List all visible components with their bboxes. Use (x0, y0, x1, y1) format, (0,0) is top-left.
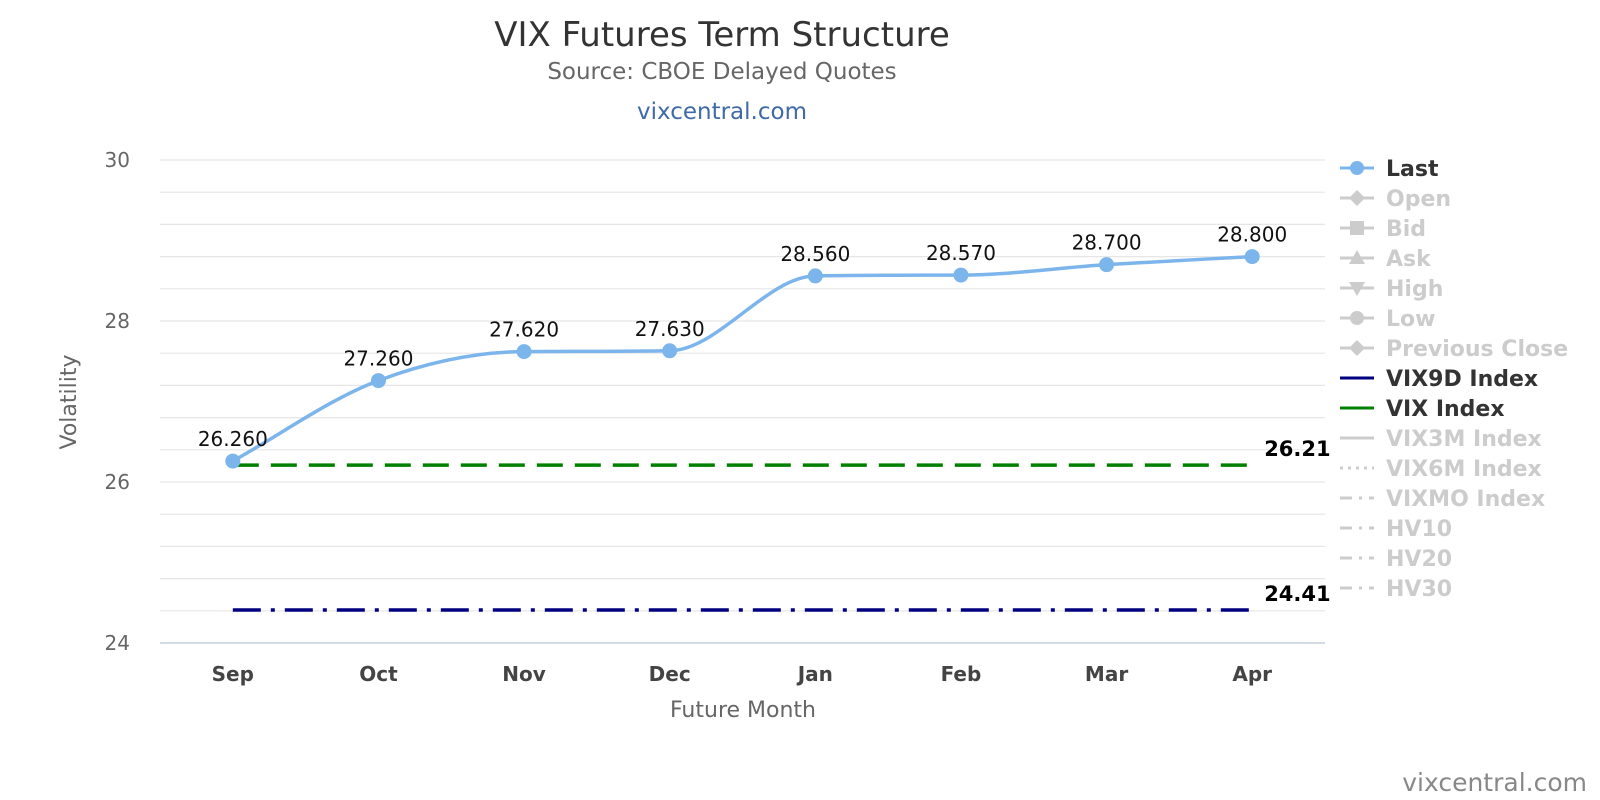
legend-item-open[interactable]: Open (1340, 187, 1451, 212)
legend-label: Previous Close (1386, 337, 1568, 362)
legend-item-ask[interactable]: Ask (1340, 247, 1432, 272)
legend-label: Bid (1386, 217, 1426, 242)
legend-label: HV10 (1386, 517, 1452, 542)
y-tick-label: 30 (105, 148, 130, 172)
legend-triangle-down-icon (1349, 282, 1365, 296)
series-line-last[interactable] (231, 254, 1253, 463)
axes: 24 26 28 30 Sep Oct Nov Dec Jan Feb Mar Apr (105, 148, 1273, 686)
legend-label: Open (1386, 187, 1451, 212)
legend: Last Open Bid Ask High Low Previous Close VIX9D… (1340, 157, 1568, 602)
data-point[interactable] (1244, 249, 1260, 265)
data-point[interactable] (1099, 257, 1115, 273)
legend-item-hv20[interactable]: HV20 (1340, 547, 1452, 572)
legend-item-hv10[interactable]: HV10 (1340, 517, 1452, 542)
data-label: 27.630 (635, 317, 705, 341)
x-tick-label: Dec (649, 662, 691, 686)
y-axis-title: Volatility (57, 354, 82, 449)
y-tick-label: 28 (105, 309, 130, 333)
legend-label: Low (1386, 307, 1435, 332)
chart-title: VIX Futures Term Structure (494, 15, 950, 55)
legend-label: VIX6M Index (1386, 457, 1542, 482)
legend-label: High (1386, 277, 1443, 302)
data-point[interactable] (370, 373, 386, 389)
reference-lines: 26.21 24.41 (232, 437, 1331, 612)
legend-label: Last (1386, 157, 1439, 182)
reference-line-label: 26.21 (1264, 437, 1330, 461)
chart-subtitle: Source: CBOE Delayed Quotes (547, 59, 896, 85)
x-tick-label: Apr (1232, 662, 1272, 686)
legend-item-low[interactable]: Low (1340, 307, 1435, 332)
footer-credit[interactable]: vixcentral.com (1402, 768, 1587, 797)
legend-item-high[interactable]: High (1340, 277, 1443, 302)
legend-circle-icon (1350, 161, 1364, 175)
legend-item-hv30[interactable]: HV30 (1340, 577, 1452, 602)
x-tick-label: Oct (359, 662, 398, 686)
legend-label: HV30 (1386, 577, 1452, 602)
legend-diamond-icon (1349, 340, 1365, 356)
x-axis-title: Future Month (670, 698, 816, 723)
legend-item-last[interactable]: Last (1340, 157, 1439, 182)
legend-item-vixmo-index[interactable]: VIXMO Index (1340, 487, 1545, 512)
x-tick-label: Jan (796, 662, 833, 686)
series-last[interactable]: 26.260 27.260 27.620 27.630 28.560 28.570 28.7… (198, 223, 1287, 469)
site-link[interactable]: vixcentral.com (637, 99, 807, 125)
legend-item-bid[interactable]: Bid (1340, 217, 1426, 242)
y-tick-label: 26 (105, 470, 130, 494)
data-point[interactable] (807, 268, 823, 284)
legend-diamond-icon (1349, 190, 1365, 206)
legend-item-previous-close[interactable]: Previous Close (1340, 337, 1568, 362)
data-label: 26.260 (198, 427, 268, 451)
data-label: 28.800 (1217, 223, 1287, 247)
data-label: 27.620 (489, 318, 559, 342)
reference-line-label: 24.41 (1264, 582, 1330, 606)
legend-label: HV20 (1386, 547, 1452, 572)
data-point[interactable] (516, 344, 532, 360)
data-point[interactable] (953, 267, 969, 283)
legend-item-vix-index[interactable]: VIX Index (1340, 397, 1505, 422)
legend-label: Ask (1386, 247, 1432, 272)
x-tick-label: Mar (1085, 662, 1128, 686)
legend-label: VIX Index (1386, 397, 1505, 422)
data-label: 28.560 (780, 242, 850, 266)
legend-triangle-icon (1349, 250, 1365, 264)
legend-item-vix3m-index[interactable]: VIX3M Index (1340, 427, 1542, 452)
legend-item-vix6m-index[interactable]: VIX6M Index (1340, 457, 1542, 482)
data-point[interactable] (225, 453, 241, 469)
legend-circle-icon (1350, 311, 1364, 325)
x-tick-label: Feb (941, 662, 982, 686)
legend-item-vix9d-index[interactable]: VIX9D Index (1340, 367, 1538, 392)
x-tick-label: Sep (212, 662, 254, 686)
y-tick-label: 24 (105, 631, 130, 655)
data-label: 28.570 (926, 241, 996, 265)
x-tick-label: Nov (502, 662, 546, 686)
data-label: 28.700 (1072, 231, 1142, 255)
legend-label: VIX9D Index (1386, 367, 1538, 392)
legend-label: VIXMO Index (1386, 487, 1545, 512)
data-label: 27.260 (343, 347, 413, 371)
data-point[interactable] (662, 343, 678, 359)
grid-lines (160, 159, 1325, 644)
legend-square-icon (1350, 221, 1364, 235)
legend-label: VIX3M Index (1386, 427, 1542, 452)
